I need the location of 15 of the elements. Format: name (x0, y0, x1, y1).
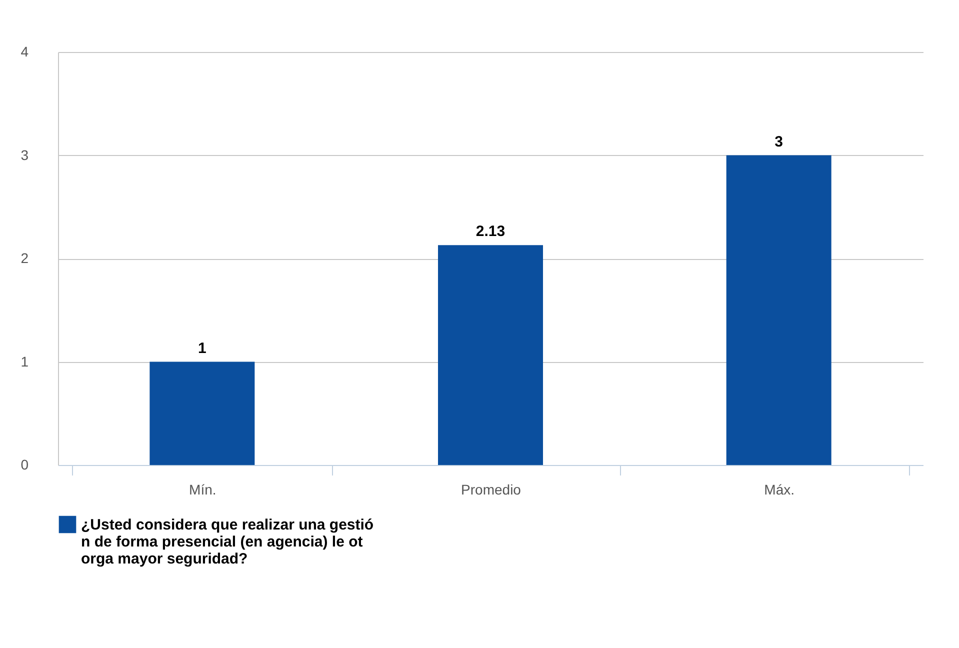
y-tick-label: 2 (20, 250, 29, 266)
data-label: 1 (198, 340, 206, 357)
y-tick-label: 4 (20, 44, 29, 60)
data-label: 3 (774, 133, 784, 150)
y-tick-label: 0 (20, 456, 29, 472)
data-label: 2.13 (476, 223, 506, 240)
x-tick-label: Máx. (764, 482, 795, 498)
bar (150, 362, 255, 465)
bar (726, 155, 832, 465)
y-tick-label: 1 (20, 353, 29, 370)
bar (438, 245, 543, 465)
x-tick-label: Promedio (461, 482, 522, 498)
x-tick-label: Mín. (189, 482, 216, 498)
y-tick-label: 3 (20, 146, 29, 163)
legend-label: ¿Usted considera que realizar una gestión de forma presencial (en agencia) le otorga mayor seguridad? (81, 516, 374, 568)
